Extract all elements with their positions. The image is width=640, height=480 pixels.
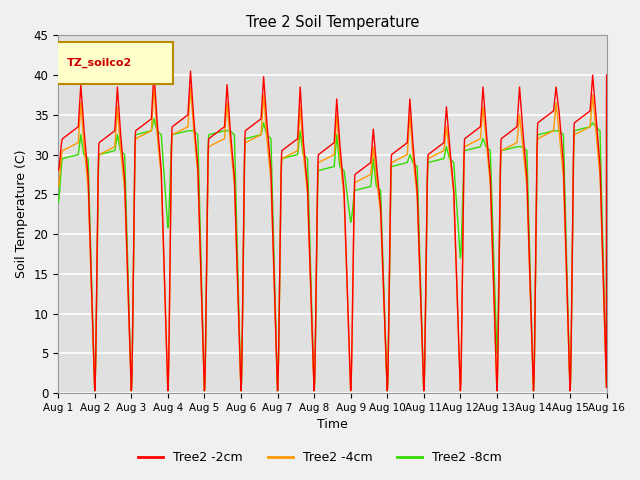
- Y-axis label: Soil Temperature (C): Soil Temperature (C): [15, 150, 28, 278]
- Legend: Tree2 -2cm, Tree2 -4cm, Tree2 -8cm: Tree2 -2cm, Tree2 -4cm, Tree2 -8cm: [133, 446, 507, 469]
- X-axis label: Time: Time: [317, 419, 348, 432]
- FancyBboxPatch shape: [56, 43, 173, 84]
- Title: Tree 2 Soil Temperature: Tree 2 Soil Temperature: [246, 15, 419, 30]
- Text: TZ_soilco2: TZ_soilco2: [67, 58, 132, 68]
